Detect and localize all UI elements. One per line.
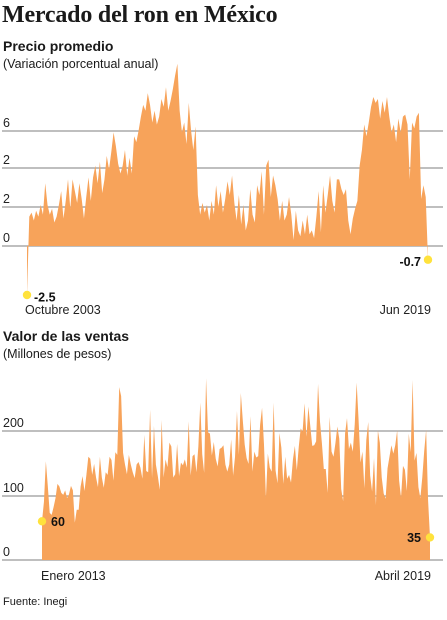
sales-y-tick-label: 0 [3,545,10,559]
price-x-label-start: Octubre 2003 [25,303,101,317]
sales-x-label-start: Enero 2013 [41,569,106,583]
price-annotation-label: -0.7 [399,255,421,269]
chart1-subtitle: (Variación porcentual anual) [3,57,159,71]
price-annotation-label: -2.5 [34,291,56,305]
page-title: Mercado del ron en México [2,2,278,28]
price-annotation-marker [22,290,32,300]
sales-annotation-marker [37,517,47,526]
price-y-tick-label: 2 [3,153,10,167]
price-x-label-end: Jun 2019 [380,303,431,317]
price-annotation-marker [423,255,433,264]
price-y-tick-label: 6 [3,116,10,130]
sales-annotation-label: 60 [51,515,65,529]
sales-area [42,378,430,560]
sales-y-tick-label: 200 [3,416,24,430]
sales-y-tick-label: 100 [3,481,24,495]
price-y-tick-label: 2 [3,192,10,206]
source-note: Fuente: Inegi [3,596,68,608]
chart2-subtitle: (Millones de pesos) [3,347,112,361]
chart1-title: Precio promedio [3,38,114,54]
sales-annotation-marker [425,533,435,542]
sales-annotation-label: 35 [407,531,421,545]
price-area [27,63,428,295]
sales-x-label-end: Abril 2019 [375,569,431,583]
price-y-tick-label: 0 [3,231,10,245]
chart2-title: Valor de las ventas [3,328,130,344]
